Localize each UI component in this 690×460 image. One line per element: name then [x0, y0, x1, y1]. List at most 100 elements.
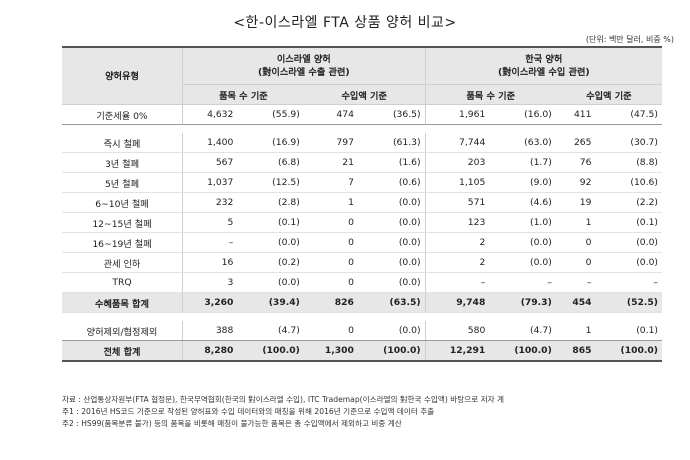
cell-value: 16: [182, 252, 238, 273]
row-label: 5년 철폐: [62, 172, 183, 193]
table-row: 기준세율 0% 4,632 (55.9) 474 (36.5) 1,961 (16.0) 41…: [62, 104, 662, 125]
row-label: 16~19년 철폐: [62, 232, 183, 253]
row-gap-cell: [62, 125, 662, 134]
header-korea-line2: (對이스라엘 수입 관련): [498, 67, 590, 78]
cell-share: (100.0): [357, 340, 426, 362]
cell-value: 571: [424, 192, 490, 213]
cell-value: 388: [182, 321, 238, 341]
cell-share: (0.0): [357, 252, 426, 273]
cell-share: (100.0): [237, 340, 304, 362]
cell-share: (8.8): [595, 152, 662, 173]
table-row: TRQ 3 (0.0) 0 (0.0) – – – –: [62, 272, 662, 293]
cell-share: (61.3): [357, 133, 426, 153]
row-label: 즉시 철폐: [62, 133, 183, 153]
cell-share: (0.0): [357, 321, 426, 341]
cell-value: 826: [303, 292, 358, 313]
cell-value: 7,744: [424, 133, 490, 153]
cell-share: (6.8): [237, 152, 304, 173]
cell-value: 0: [303, 232, 358, 253]
cell-share: (1.6): [357, 152, 426, 173]
cell-value: 2: [424, 232, 490, 253]
cell-share: (30.7): [595, 133, 662, 153]
row-label: 전체 합계: [62, 340, 183, 362]
cell-value: 12,291: [424, 340, 490, 362]
table-row: 5년 철폐 1,037 (12.5) 7 (0.6) 1,105 (9.0) 92 (10.6): [62, 172, 662, 193]
table-row: 관세 인하 16 (0.2) 0 (0.0) 2 (0.0) 0 (0.0): [62, 252, 662, 273]
cell-share: (2.8): [237, 192, 304, 213]
cell-share: (52.5): [595, 292, 662, 313]
cell-value: 0: [555, 232, 596, 253]
cell-share: (12.5): [237, 172, 304, 193]
cell-share: (0.0): [489, 232, 556, 253]
cell-share: (4.7): [489, 321, 556, 341]
table-row: 12~15년 철폐 5 (0.1) 0 (0.0) 123 (1.0) 1 (0.1): [62, 212, 662, 233]
cell-share: (39.4): [237, 292, 304, 313]
table-row: 3년 철폐 567 (6.8) 21 (1.6) 203 (1.7) 76 (8.8): [62, 152, 662, 173]
row-label: 3년 철폐: [62, 152, 183, 173]
cell-share: –: [595, 272, 662, 293]
unit-note: (단위: 백만 달러, 비중 %): [585, 35, 674, 44]
row-label: 관세 인하: [62, 252, 183, 273]
cell-value: 92: [555, 172, 596, 193]
cell-value: 0: [555, 252, 596, 273]
cell-share: (0.0): [595, 252, 662, 273]
row-label: 양허제외/협정제외: [62, 321, 183, 341]
cell-share: (0.0): [357, 272, 426, 293]
cell-share: (0.0): [237, 232, 304, 253]
cell-value: 3,260: [182, 292, 238, 313]
header-concession-type: 양허유형: [62, 47, 183, 105]
row-label: 수혜품목 합계: [62, 292, 183, 313]
header-korea-line1: 한국 양허: [525, 54, 563, 65]
table-row: 6~10년 철폐 232 (2.8) 1 (0.0) 571 (4.6) 19 (2.2): [62, 192, 662, 213]
cell-share: (63.5): [357, 292, 426, 313]
cell-share: (47.5): [595, 104, 662, 125]
cell-value: 9,748: [424, 292, 490, 313]
cell-value: 0: [303, 272, 358, 293]
cell-share: (0.1): [595, 212, 662, 233]
table-row: 전체 합계 8,280 (100.0) 1,300 (100.0) 12,291 (100.…: [62, 340, 662, 362]
cell-value: 2: [424, 252, 490, 273]
cell-share: (0.0): [357, 232, 426, 253]
cell-value: 123: [424, 212, 490, 233]
cell-share: (9.0): [489, 172, 556, 193]
cell-share: (63.0): [489, 133, 556, 153]
cell-value: 474: [303, 104, 358, 125]
cell-value: 4,632: [182, 104, 238, 125]
row-label: 12~15년 철폐: [62, 212, 183, 233]
cell-share: (0.1): [237, 212, 304, 233]
cell-share: (0.0): [357, 192, 426, 213]
fta-comparison-table: 양허유형 이스라엘 양허 (對이스라엘 수출 관련) 한국 양허 (對이스라엘 …: [62, 46, 662, 362]
cell-value: 1,400: [182, 133, 238, 153]
table-body: 기준세율 0% 4,632 (55.9) 474 (36.5) 1,961 (16.0) 41…: [62, 104, 662, 362]
cell-share: (4.7): [237, 321, 304, 341]
row-label: 기준세율 0%: [62, 104, 183, 125]
note-2: 주2 : HS99(품목분류 불가) 등의 품목을 비롯해 매칭이 불가능한 품…: [62, 419, 402, 428]
cell-value: 5: [182, 212, 238, 233]
cell-share: (10.6): [595, 172, 662, 193]
cell-value: 865: [555, 340, 596, 362]
cell-share: (2.2): [595, 192, 662, 213]
cell-value: 21: [303, 152, 358, 173]
cell-share: (36.5): [357, 104, 426, 125]
header-israel-line1: 이스라엘 양허: [276, 54, 331, 65]
header-korea-concession: 한국 양허 (對이스라엘 수입 관련): [424, 47, 662, 85]
table-row: 수혜품목 합계 3,260 (39.4) 826 (63.5) 9,748 (79.3) 45…: [62, 292, 662, 313]
cell-value: 0: [303, 321, 358, 341]
cell-share: (100.0): [595, 340, 662, 362]
row-gap: [62, 313, 662, 322]
cell-share: (79.3): [489, 292, 556, 313]
table-row: 16~19년 철폐 – (0.0) 0 (0.0) 2 (0.0) 0 (0.0): [62, 232, 662, 253]
cell-share: (0.0): [357, 212, 426, 233]
cell-share: (0.0): [595, 232, 662, 253]
cell-value: 411: [555, 104, 596, 125]
cell-value: 580: [424, 321, 490, 341]
cell-value: 232: [182, 192, 238, 213]
cell-value: –: [182, 232, 238, 253]
cell-value: 265: [555, 133, 596, 153]
cell-value: 7: [303, 172, 358, 193]
header-sub-value-korea: 수입액 기준: [555, 84, 662, 105]
cell-share: (0.0): [489, 252, 556, 273]
cell-share: (0.1): [595, 321, 662, 341]
cell-share: (16.9): [237, 133, 304, 153]
